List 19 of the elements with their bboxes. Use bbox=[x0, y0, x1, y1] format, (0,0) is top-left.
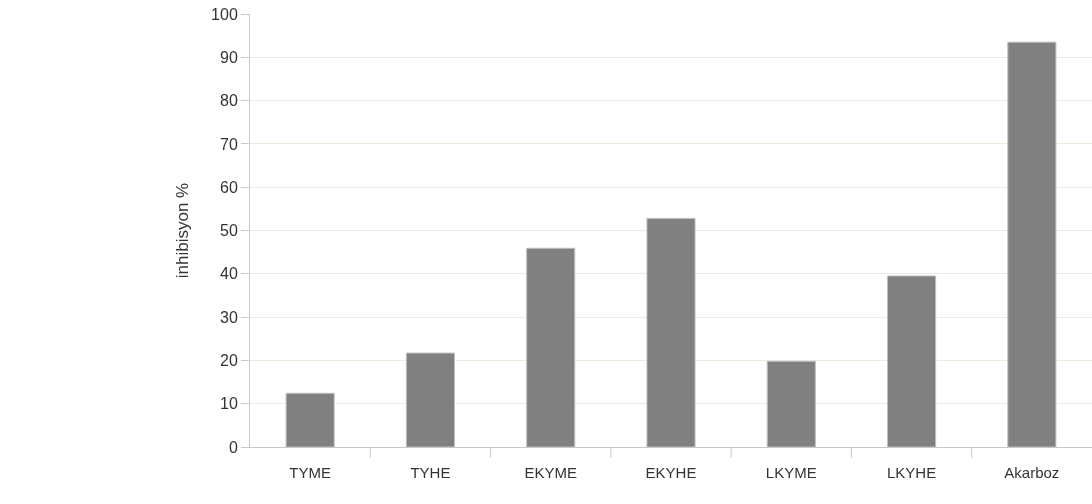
y-tick-label: 100 bbox=[211, 5, 238, 23]
x-tick-label: LKYME bbox=[765, 464, 817, 481]
x-tick-label: EKYHE bbox=[645, 464, 697, 481]
y-tick-label: 20 bbox=[220, 352, 238, 369]
x-tick-label: Akarboz bbox=[1004, 464, 1060, 481]
y-tick-label: 90 bbox=[220, 48, 238, 66]
y-tick-label: 0 bbox=[228, 438, 238, 456]
x-tick-label: LKYHE bbox=[886, 464, 937, 481]
x-tick-label: EKYME bbox=[524, 464, 577, 481]
x-tick-label: TYME bbox=[289, 464, 331, 481]
y-tick-label: 10 bbox=[220, 395, 238, 413]
y-tick-label: 30 bbox=[220, 308, 238, 326]
y-tick-label: 70 bbox=[220, 135, 238, 153]
x-tick-label: TYHE bbox=[410, 464, 451, 481]
y-tick-label: 50 bbox=[220, 222, 238, 240]
y-tick-label: 40 bbox=[220, 265, 238, 283]
y-tick-label: 60 bbox=[220, 178, 238, 196]
y-axis-title: inhibisyon % bbox=[172, 182, 192, 279]
y-tick-label: 80 bbox=[220, 92, 238, 110]
